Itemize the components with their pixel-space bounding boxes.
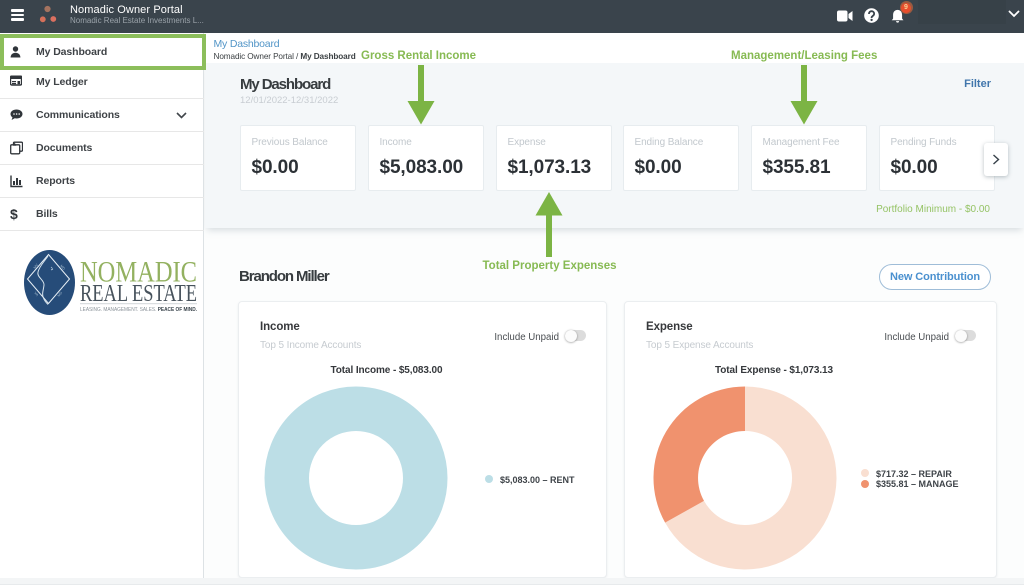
svg-text:MV: MV (33, 263, 40, 270)
svg-text:VA: VA (33, 291, 39, 297)
svg-text:NOMADIC: NOMADIC (80, 256, 197, 289)
svg-text:LEASING. MANAGEMENT. SALES. PE: LEASING. MANAGEMENT. SALES. PEACE OF MIN… (80, 307, 197, 313)
svg-text:REAL ESTATE: REAL ESTATE (80, 281, 197, 307)
svg-text:MD: MD (57, 291, 64, 298)
svg-text:MD: MD (59, 264, 66, 271)
